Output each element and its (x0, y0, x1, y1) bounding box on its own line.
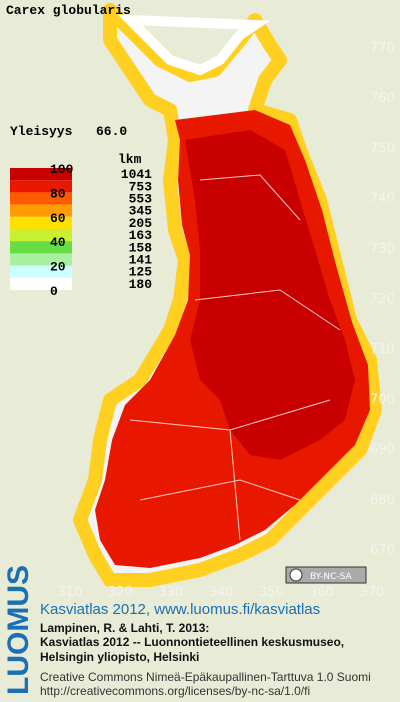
legend-count: 345 (129, 204, 153, 219)
y-tick-label: 760 (370, 91, 395, 106)
legend-swatch (10, 253, 72, 266)
legend-tick-label: 20 (50, 260, 66, 275)
x-tick-label: 370 (360, 585, 385, 600)
y-tick-label: 680 (370, 493, 395, 508)
map (73, 3, 382, 587)
x-tick-label: 360 (309, 585, 334, 600)
y-tick-label: 690 (370, 443, 395, 458)
atlas-link[interactable]: Kasviatlas 2012, www.luomus.fi/kasviatla… (40, 601, 320, 618)
legend-swatch (10, 265, 72, 278)
citation: Lampinen, R. & Lahti, T. 2013: (40, 621, 209, 635)
x-tick-label: 320 (108, 585, 133, 600)
x-tick-label: 340 (209, 585, 234, 600)
title: Carex globularis (6, 3, 131, 18)
northern-arm (117, 14, 271, 76)
citation: Kasviatlas 2012 -- Luonnontieteellinen k… (40, 635, 344, 649)
y-tick-label: 710 (370, 342, 395, 357)
legend-swatch (10, 168, 72, 181)
region-borders (129, 174, 341, 541)
y-tick-label: 670 (370, 543, 395, 558)
x-tick-label: 350 (259, 585, 284, 600)
badge-box (285, 566, 367, 584)
legend-swatch (10, 216, 72, 229)
cc-icon (289, 568, 303, 582)
logo: LUOMUS (2, 565, 35, 695)
legend-count: 205 (129, 216, 153, 231)
legend-count: 753 (129, 179, 153, 194)
y-tick-label: 720 (370, 292, 395, 307)
legend-tick-label: 0 (50, 284, 58, 299)
y-tick-label: 700 (370, 392, 395, 407)
legend-count: 141 (129, 253, 153, 268)
y-tick-label: 740 (370, 192, 395, 207)
license-url[interactable]: http://creativecommons.org/licenses/by-n… (40, 684, 310, 698)
legend-swatch (10, 277, 72, 290)
legend-tick-label: 80 (50, 186, 66, 201)
badge-text: BY-NC-SA (310, 572, 353, 582)
y-tick-label: 730 (370, 242, 395, 257)
y-tick-label: 750 (370, 141, 395, 156)
frequency-label: Yleisyys (10, 124, 73, 139)
legend-swatch (10, 241, 72, 254)
legend-count: 1041 (121, 167, 152, 182)
legend-swatch (10, 192, 72, 205)
x-tick-label: 310 (58, 585, 83, 600)
legend-count: 553 (129, 192, 153, 207)
legend-count: 163 (129, 228, 153, 243)
legend: 100 80 60 40 20 0 1041753553345205163158141125… (10, 162, 152, 299)
legend-header: lkm (118, 152, 142, 167)
y-tick-label: 770 (370, 41, 395, 56)
legend-tick-label: 40 (50, 235, 66, 250)
land-core (185, 130, 355, 460)
frequency-value: 66.0 (96, 124, 127, 139)
x-tick-label: 330 (158, 585, 183, 600)
legend-count: 158 (129, 240, 153, 255)
legend-swatch (10, 229, 72, 242)
citation: Helsingin yliopisto, Helsinki (40, 650, 199, 664)
legend-swatch (10, 204, 72, 217)
license-badge: BY-NC-SA (285, 566, 367, 584)
legend-tick-label: 100 (50, 162, 74, 177)
legend-swatch (10, 180, 72, 193)
legend-count: 125 (129, 265, 153, 280)
legend-count: 180 (129, 277, 153, 292)
axes: 770 760 750 740 730 720 710 700 690 680 670 310 320 3… (58, 41, 395, 600)
legend-tick-label: 60 (50, 211, 66, 226)
license: Creative Commons Nimeä-Epäkaupallinen-Ta… (40, 670, 371, 684)
